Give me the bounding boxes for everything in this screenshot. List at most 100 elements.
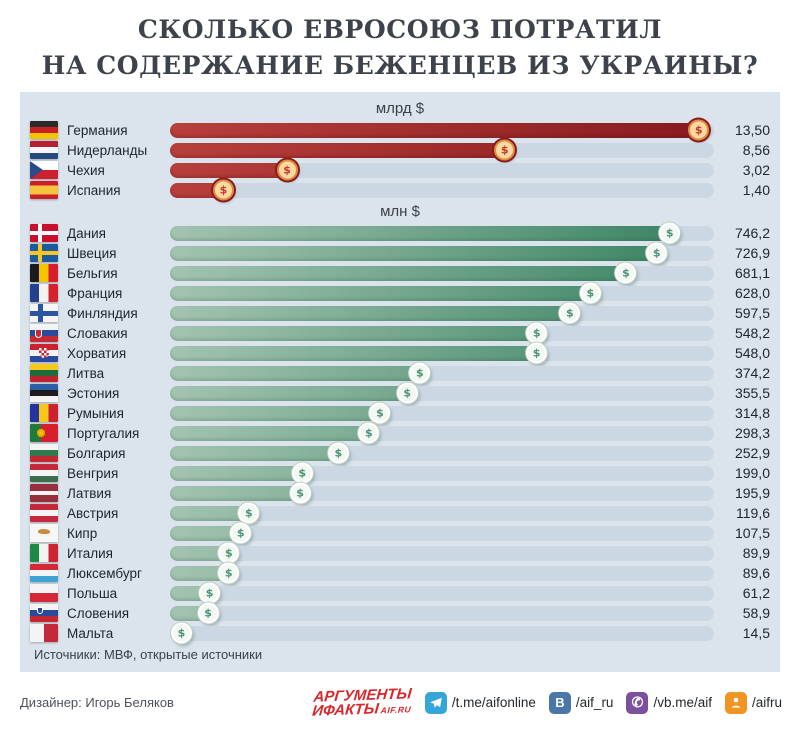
- country-label: Латвия: [67, 485, 112, 501]
- aif-logo-line2: ИФАКТЫAIF.RU: [311, 699, 412, 720]
- value-label: 681,1: [734, 265, 770, 281]
- dollar-coin-icon: $: [646, 242, 668, 264]
- chart-row: Болгария $ 252,9: [20, 442, 780, 464]
- bar-track: $: [170, 402, 714, 424]
- bar-fill: $: [170, 482, 311, 504]
- chart-row: Латвия $ 195,9: [20, 482, 780, 504]
- chart-row: Австрия $ 119,6: [20, 502, 780, 524]
- bar-fill: $: [170, 522, 252, 544]
- country-label: Дания: [67, 225, 106, 241]
- country-label: Кипр: [67, 525, 98, 541]
- viber-icon: ✆: [626, 691, 649, 714]
- dollar-coin-icon: $: [559, 302, 581, 324]
- flag-lu-icon: [30, 564, 58, 582]
- value-label: 355,5: [734, 385, 770, 401]
- bar-track: $: [170, 342, 714, 364]
- page-title-line1: СКОЛЬКО ЕВРОСОЮЗ ПОТРАТИЛ: [137, 15, 663, 44]
- country-label: Франция: [67, 285, 123, 301]
- country-label: Болгария: [67, 445, 126, 461]
- chart-row: Румыния $ 314,8: [20, 402, 780, 424]
- aif-logo-suffix: AIF.RU: [380, 703, 412, 715]
- social-handle: /aif_ru: [575, 695, 614, 710]
- chart-row: Бельгия $ 681,1: [20, 262, 780, 284]
- dollar-coin-icon: $: [327, 442, 349, 464]
- bar-track: $: [170, 382, 714, 404]
- chart-row: Дания $ 746,2: [20, 222, 780, 244]
- chart-row: Эстония $ 355,5: [20, 382, 780, 404]
- dollar-coin-icon: $: [526, 322, 548, 344]
- bar-fill: $: [170, 422, 380, 444]
- value-label: 374,2: [734, 365, 770, 381]
- bar-fill: $: [170, 222, 681, 244]
- flag-de-icon: [30, 121, 58, 139]
- chart-row: Нидерланды $ 8,56: [20, 139, 780, 161]
- bar-track: $: [170, 602, 714, 624]
- dollar-coin-icon: $: [291, 462, 313, 484]
- country-label: Литва: [67, 365, 105, 381]
- chart-row: Хорватия $ 548,0: [20, 342, 780, 364]
- chart-panel: млрд $ Германия $ 13,50 Нидерланды $ 8,5…: [20, 92, 780, 672]
- bar-track: $: [170, 582, 714, 604]
- dollar-coin-icon: $: [199, 582, 221, 604]
- value-label: 314,8: [734, 405, 770, 421]
- flag-ee-icon: [30, 384, 58, 402]
- social-ok: /aifru: [724, 691, 782, 714]
- flag-hr-icon: [30, 344, 58, 362]
- ok-icon: [724, 691, 747, 714]
- flag-hu-icon: [30, 464, 58, 482]
- chart-row: Польша $ 61,2: [20, 582, 780, 604]
- country-label: Финляндия: [67, 305, 138, 321]
- bar-track: $: [170, 622, 714, 644]
- value-label: 8,56: [742, 142, 770, 158]
- flag-pt-icon: [30, 424, 58, 442]
- dollar-coin-icon: $: [579, 282, 601, 304]
- dollar-coin-icon: $: [218, 562, 240, 584]
- country-label: Бельгия: [67, 265, 118, 281]
- bar-track: $: [170, 462, 714, 484]
- bar-fill: $: [170, 282, 601, 304]
- social-handle: /aifru: [751, 695, 782, 710]
- country-label: Португалия: [67, 425, 140, 441]
- bar-track: $: [170, 522, 714, 544]
- chart-row: Словакия $ 548,2: [20, 322, 780, 344]
- bar-track: $: [170, 222, 714, 244]
- bar-track: $: [170, 502, 714, 524]
- chart-row: Чехия $ 3,02: [20, 159, 780, 181]
- country-label: Венгрия: [67, 465, 119, 481]
- bar-fill: $: [170, 462, 313, 484]
- dollar-coin-icon: $: [230, 522, 252, 544]
- bar-fill: $: [170, 502, 260, 524]
- chart-row: Италия $ 89,9: [20, 542, 780, 564]
- bar-track: $: [170, 262, 714, 284]
- bar-track: $: [170, 282, 714, 304]
- country-label: Словения: [67, 605, 130, 621]
- flag-si-icon: [30, 604, 58, 622]
- value-label: 252,9: [734, 445, 770, 461]
- social-telegram: /t.me/aifonline: [424, 691, 536, 714]
- value-label: 89,9: [742, 545, 770, 561]
- unit-header: млрд $: [375, 100, 425, 117]
- bar-fill: $: [170, 179, 234, 201]
- social-handle: /vb.me/aif: [653, 695, 712, 710]
- dollar-coin-icon: $: [276, 159, 298, 181]
- flag-se-icon: [30, 244, 58, 262]
- value-label: 58,9: [742, 605, 770, 621]
- flag-bg-icon: [30, 444, 58, 462]
- flag-cz-icon: [30, 161, 58, 179]
- chart-row: Литва $ 374,2: [20, 362, 780, 384]
- dollar-coin-icon: $: [218, 542, 240, 564]
- country-label: Нидерланды: [67, 142, 148, 158]
- source-note: Источники: МВФ, открытые источники: [34, 647, 263, 662]
- bar-fill: $: [170, 139, 516, 161]
- bar-fill: $: [170, 362, 431, 384]
- dollar-coin-icon: $: [369, 402, 391, 424]
- social-handle: /t.me/aifonline: [451, 695, 536, 710]
- country-label: Чехия: [67, 162, 105, 178]
- flag-fr-icon: [30, 284, 58, 302]
- country-label: Словакия: [67, 325, 128, 341]
- designer-credit: Дизайнер: Игорь Беляков: [20, 695, 174, 710]
- flag-at-icon: [30, 504, 58, 522]
- page-title-line2: НА СОДЕРЖАНИЕ БЕЖЕНЦЕВ ИЗ УКРАИНЫ?: [41, 50, 759, 80]
- bar-fill: $: [170, 542, 240, 564]
- value-label: 597,5: [734, 305, 770, 321]
